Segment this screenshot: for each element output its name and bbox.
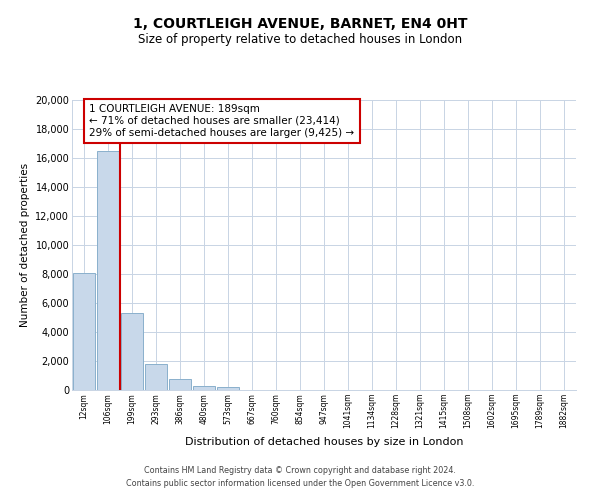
Text: Size of property relative to detached houses in London: Size of property relative to detached ho… xyxy=(138,32,462,46)
Text: Contains HM Land Registry data © Crown copyright and database right 2024.
Contai: Contains HM Land Registry data © Crown c… xyxy=(126,466,474,487)
Text: 1, COURTLEIGH AVENUE, BARNET, EN4 0HT: 1, COURTLEIGH AVENUE, BARNET, EN4 0HT xyxy=(133,18,467,32)
Bar xyxy=(145,364,167,390)
Bar xyxy=(121,313,143,390)
Bar xyxy=(193,386,215,390)
Bar xyxy=(169,379,191,390)
Y-axis label: Number of detached properties: Number of detached properties xyxy=(20,163,30,327)
Bar xyxy=(97,151,119,390)
Bar xyxy=(217,387,239,390)
Text: 1 COURTLEIGH AVENUE: 189sqm
← 71% of detached houses are smaller (23,414)
29% of: 1 COURTLEIGH AVENUE: 189sqm ← 71% of det… xyxy=(89,104,355,138)
X-axis label: Distribution of detached houses by size in London: Distribution of detached houses by size … xyxy=(185,436,463,446)
Bar xyxy=(73,272,95,390)
